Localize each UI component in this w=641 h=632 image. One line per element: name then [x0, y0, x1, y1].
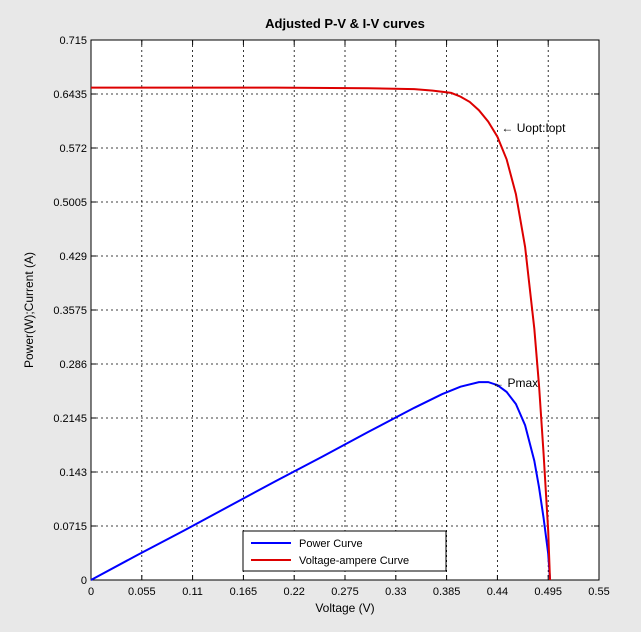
voltage-ampere-curve-line	[91, 86, 551, 581]
grid-lines	[91, 40, 599, 580]
x-tick-label: 0	[88, 586, 94, 598]
y-tick-label: 0.572	[59, 143, 87, 155]
x-tick-label: 0.22	[283, 586, 304, 598]
x-tick-label: 0.275	[331, 586, 359, 598]
legend-label-voltage-ampere-curve: Voltage-ampere Curve	[299, 555, 409, 567]
x-axis-label: Voltage (V)	[315, 601, 374, 615]
y-tick-label: 0.5005	[53, 197, 87, 209]
x-tick-label: 0.495	[534, 586, 562, 598]
x-tick-label: 0.165	[230, 586, 258, 598]
y-tick-label: 0.286	[59, 359, 87, 371]
legend-label-power-curve: Power Curve	[299, 538, 363, 550]
y-tick-label: 0.6435	[53, 89, 87, 101]
y-axis-label: Power(W);Current (A)	[22, 252, 36, 368]
axis-ticks: 0 0.055 0.11 0.165 0.22 0.275 0.33 0.385 0.44 0.4…	[53, 35, 609, 598]
x-tick-label: 0.55	[588, 586, 609, 598]
annotation-pmax: ← Pmax	[492, 376, 538, 390]
chart-title: Adjusted P-V & I-V curves	[265, 16, 425, 31]
y-tick-label: 0.715	[59, 35, 87, 47]
y-tick-label: 0.0715	[53, 521, 87, 533]
annotation-uopt-iopt: ← Uopt:Iopt	[501, 121, 566, 135]
x-tick-label: 0.385	[433, 586, 461, 598]
x-tick-label: 0.44	[487, 586, 508, 598]
y-tick-label: 0.429	[59, 251, 87, 263]
x-tick-label: 0.33	[385, 586, 406, 598]
legend-box	[242, 530, 447, 572]
series-group	[90, 86, 551, 581]
y-tick-label: 0.143	[59, 467, 87, 479]
y-tick-label: 0.2145	[53, 413, 87, 425]
x-tick-label: 0.055	[128, 586, 156, 598]
x-tick-label: 0.11	[182, 586, 203, 598]
legend: Power Curve Voltage-ampere Curve	[242, 530, 447, 572]
y-tick-label: 0.3575	[53, 305, 87, 317]
y-tick-label: 0	[81, 575, 87, 587]
annotations-group: ← Uopt:Iopt ← Pmax	[492, 121, 566, 390]
power-curve-line	[90, 381, 551, 581]
